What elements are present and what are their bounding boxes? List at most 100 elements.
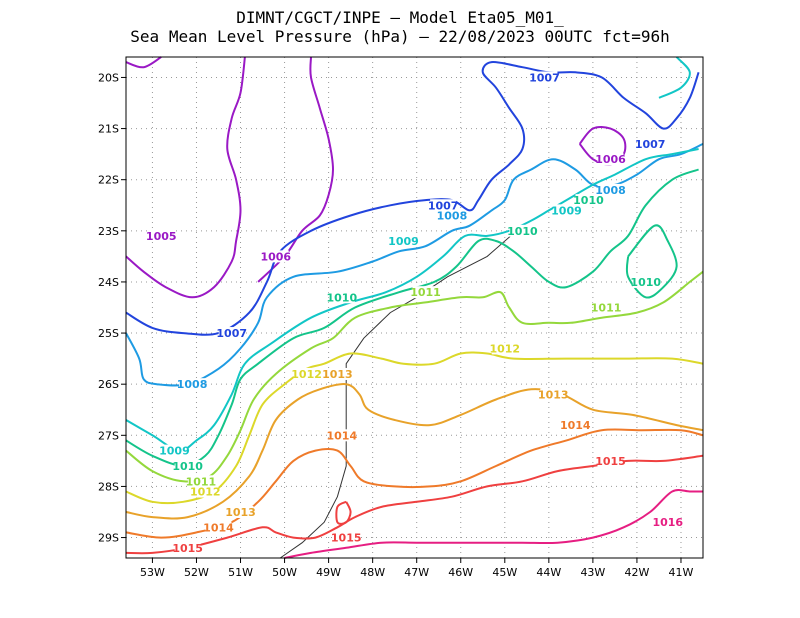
isobar-label-bg — [597, 153, 624, 166]
y-tick-label: 23S — [98, 225, 119, 238]
chart-title-line2: Sea Mean Level Pressure (hPa) – 22/08/20… — [130, 27, 670, 46]
isobar-label-bg — [262, 250, 289, 263]
isobar-label-bg — [509, 224, 536, 237]
isobar-line-1011 — [125, 270, 704, 483]
x-tick-label: 51W — [228, 566, 253, 579]
isobar-label: 1006 — [260, 250, 291, 263]
y-tick-label: 27S — [98, 429, 119, 442]
isobar-line-1007 — [125, 61, 700, 336]
isobar-label: 1013 — [538, 388, 569, 401]
x-tick-label: 48W — [360, 566, 385, 579]
isobar-label-bg — [174, 459, 201, 472]
isobar-label-bg — [293, 367, 320, 380]
x-tick-label: 47W — [404, 566, 429, 579]
isobar-label-bg — [575, 194, 602, 207]
isobar-label: 1012 — [190, 486, 221, 499]
isobar-label: 1008 — [595, 184, 626, 197]
isobar-label: 1014 — [203, 521, 234, 534]
isobar-label-bg — [148, 229, 175, 242]
isobar-line-1016 — [284, 489, 703, 559]
y-tick-label: 20S — [98, 71, 119, 84]
isobar-line-1005 — [125, 56, 246, 299]
isobar-label-bg — [333, 531, 360, 544]
isobar-label-bg — [531, 71, 558, 84]
isobar-line-1009 — [658, 56, 691, 99]
isobar-label: 1008 — [437, 209, 468, 222]
map-frame — [125, 56, 704, 559]
isobar-label: 1008 — [177, 378, 208, 391]
isobar-label-bg — [227, 505, 254, 518]
x-tick-label: 49W — [316, 566, 341, 579]
isobar-label-bg — [430, 199, 457, 212]
isobar-label: 1014 — [327, 429, 358, 442]
isobar-label-bg — [597, 183, 624, 196]
isobar-label: 1009 — [551, 204, 582, 217]
isobar-label-bg — [187, 475, 214, 488]
isobar-label: 1006 — [595, 153, 626, 166]
x-tick-label: 50W — [272, 566, 297, 579]
isobar-label-bg — [553, 204, 580, 217]
isobar-label-bg — [597, 454, 624, 467]
isobar-label-bg — [593, 301, 620, 314]
isobar-line-1012 — [125, 351, 704, 505]
isobar-label: 1010 — [327, 291, 358, 304]
isobar-label: 1010 — [172, 460, 203, 473]
isobar-label: 1011 — [410, 286, 441, 299]
y-tick-label: 29S — [98, 532, 119, 545]
isobar-label-bg — [161, 444, 188, 457]
isobar-label: 1009 — [159, 445, 190, 458]
isobar-label-layer: 1005100610061007100710071007100810081008… — [146, 71, 683, 555]
isobar-label: 1011 — [186, 475, 217, 488]
isobar-label: 1014 — [560, 419, 591, 432]
y-tick-label: 24S — [98, 276, 119, 289]
isobar-line-1006 — [257, 56, 334, 283]
isobar-label: 1012 — [489, 342, 520, 355]
isobar-label-bg — [390, 235, 417, 248]
isobar-label: 1015 — [172, 542, 203, 555]
isobar-line-1006 — [578, 125, 627, 166]
isobar-label-bg — [562, 419, 589, 432]
isobar-label-bg — [218, 327, 245, 340]
isobar-label-bg — [637, 137, 664, 150]
coastline — [279, 225, 523, 559]
isobar-label: 1015 — [331, 532, 362, 545]
isobar-label-bg — [654, 516, 681, 529]
isobar-label: 1010 — [507, 225, 538, 238]
x-tick-label: 45W — [492, 566, 517, 579]
y-tick-label: 26S — [98, 378, 119, 391]
y-tick-label: 28S — [98, 480, 119, 493]
isobar-label-bg — [179, 378, 206, 391]
grid-lines — [126, 57, 703, 558]
isobar-line-1015 — [335, 500, 352, 525]
isobar-line-1013 — [125, 383, 704, 520]
x-tick-label: 52W — [184, 566, 209, 579]
isobar-label: 1005 — [146, 230, 177, 243]
x-tick-label: 42W — [624, 566, 649, 579]
isobar-label-bg — [438, 209, 465, 222]
isobar-label: 1013 — [225, 506, 256, 519]
isobar-label-bg — [205, 521, 232, 534]
isobar-label: 1007 — [529, 71, 560, 84]
coastline-layer — [279, 225, 523, 559]
isobar-label: 1009 — [388, 235, 419, 248]
isobar-label-bg — [324, 367, 351, 380]
x-tick-label: 41W — [669, 566, 694, 579]
isobar-line-1009 — [125, 148, 699, 452]
x-tick-label: 53W — [140, 566, 165, 579]
isobar-label: 1010 — [573, 194, 604, 207]
isobar-label: 1011 — [591, 302, 622, 315]
isobar-label: 1012 — [291, 368, 322, 381]
x-tick-label: 43W — [580, 566, 605, 579]
isobar-label-bg — [174, 541, 201, 554]
isobar-label-bg — [328, 291, 355, 304]
y-tick-label: 21S — [98, 123, 119, 136]
isobar-label-bg — [192, 485, 219, 498]
chart-title-line1: DIMNT/CGCT/INPE – Model Eta05_M01_ — [236, 8, 564, 27]
isobar-label: 1015 — [595, 455, 626, 468]
isobar-label-bg — [540, 388, 567, 401]
axis-ticks: 53W 52W 51W 50W 49W 48W 47W 46W 45W 44W 43W 42W 41W 2… — [98, 71, 694, 579]
isobar-label-bg — [328, 429, 355, 442]
x-tick-label: 44W — [536, 566, 561, 579]
isobar-label: 1007 — [216, 327, 247, 340]
isobar-label-bg — [491, 342, 518, 355]
